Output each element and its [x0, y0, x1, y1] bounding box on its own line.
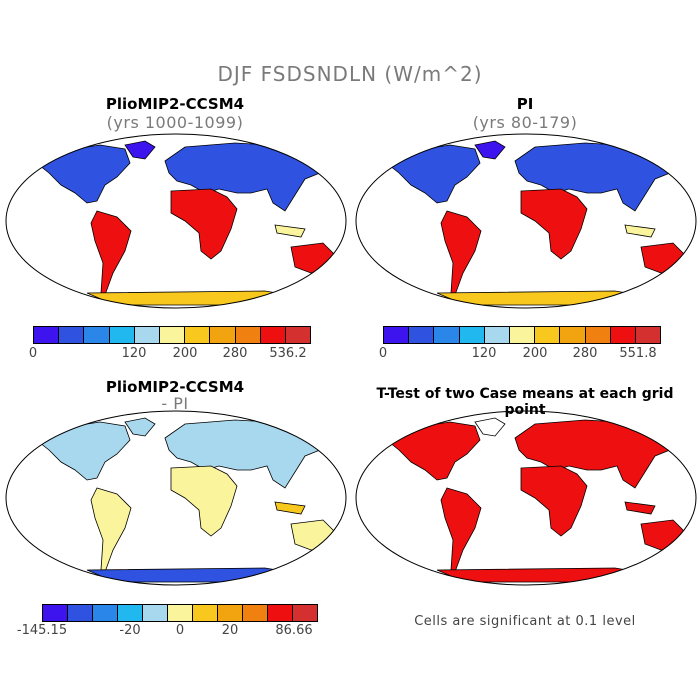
map2-australia: [640, 242, 686, 274]
cbar3-tick-4: 86.66: [275, 623, 313, 638]
cbar3-swatch-6: [193, 605, 218, 621]
map4-greenland: [474, 417, 506, 437]
panel1-subtitle: (yrs 1000-1099): [106, 113, 244, 132]
cbar1-swatch-7: [210, 327, 236, 343]
cbar3-tick-3: 20: [221, 623, 239, 638]
cbar2-swatch-2: [434, 327, 460, 343]
map1-greenland: [124, 140, 156, 160]
cbar2-swatch-8: [585, 327, 611, 343]
colorbar-pliomip2-ticks: 0 120 200 280 536.2: [29, 346, 311, 362]
map2-indonesia: [624, 224, 656, 238]
cbar3-swatch-3: [118, 605, 143, 621]
map1-namerica: [34, 144, 131, 204]
cbar1-tick-3: 280: [222, 346, 248, 361]
map1-indonesia: [274, 224, 306, 238]
colorbar-pi-ticks: 0 120 200 280 551.8: [379, 346, 661, 362]
panel2-title: PI: [516, 95, 534, 113]
cbar1-tick-1: 120: [121, 346, 147, 361]
panel3-subtitle: - PI: [161, 394, 189, 413]
cbar3-swatch-7: [218, 605, 243, 621]
map-difference: [5, 410, 347, 586]
cbar2-swatch-10: [635, 327, 661, 343]
cbar2-tick-3: 280: [572, 346, 598, 361]
cbar1-swatch-2: [84, 327, 110, 343]
panel1-title: PlioMIP2-CCSM4: [105, 95, 245, 113]
cbar3-swatch-8: [243, 605, 268, 621]
map-ttest: [355, 410, 697, 586]
cbar1-tick-0: 0: [28, 346, 38, 361]
panel3-title: PlioMIP2-CCSM4: [105, 378, 245, 396]
map4-samerica: [440, 487, 482, 573]
colorbar-difference: [42, 604, 318, 622]
map3-indonesia: [274, 501, 306, 515]
cbar2-tick-2: 200: [522, 346, 548, 361]
map3-greenland: [124, 417, 156, 437]
cbar2-swatch-3: [459, 327, 485, 343]
map1-samerica: [90, 210, 132, 296]
map2-namerica: [384, 144, 481, 204]
cbar3-swatch-4: [143, 605, 168, 621]
map2-outline: [355, 133, 697, 309]
cbar3-swatch-1: [68, 605, 93, 621]
cbar3-tick-2: 0: [175, 623, 185, 638]
cbar1-swatch-3: [109, 327, 135, 343]
cbar3-tick-1: -20: [119, 623, 141, 638]
cbar2-swatch-7: [560, 327, 586, 343]
map2-africa: [520, 188, 588, 260]
map4-australia: [640, 519, 686, 551]
colorbar-difference-ticks: -145.15 -20 0 20 86.66: [17, 623, 318, 639]
cbar2-tick-0: 0: [378, 346, 388, 361]
cbar2-swatch-4: [484, 327, 510, 343]
map3-australia: [290, 519, 336, 551]
significance-note: Cells are significant at 0.1 level: [414, 614, 636, 629]
map1-australia: [290, 242, 336, 274]
cbar2-swatch-5: [509, 327, 536, 343]
colorbar-pliomip2: [33, 326, 311, 344]
map3-samerica: [90, 487, 132, 573]
colorbar-pi: [383, 326, 661, 344]
map3-namerica: [34, 421, 131, 481]
cbar2-tick-1: 120: [471, 346, 497, 361]
map3-outline: [5, 410, 347, 586]
map2-samerica: [440, 210, 482, 296]
cbar2-swatch-0: [384, 327, 410, 343]
map4-africa: [520, 465, 588, 537]
figure-title: DJF FSDSNDLN (W/m^2): [217, 62, 483, 86]
cbar1-swatch-10: [285, 327, 311, 343]
cbar2-swatch-1: [409, 327, 435, 343]
map-pi: [355, 133, 697, 309]
cbar1-swatch-5: [159, 327, 186, 343]
map2-greenland: [474, 140, 506, 160]
cbar1-tick-4: 536.2: [269, 346, 307, 361]
cbar3-swatch-5: [168, 605, 193, 621]
cbar1-swatch-6: [185, 327, 211, 343]
map3-africa: [170, 465, 238, 537]
cbar1-swatch-9: [260, 327, 286, 343]
cbar3-swatch-0: [43, 605, 68, 621]
map4-outline: [355, 410, 697, 586]
cbar1-swatch-4: [134, 327, 160, 343]
cbar1-swatch-1: [59, 327, 85, 343]
cbar3-swatch-2: [93, 605, 118, 621]
map4-namerica: [384, 421, 481, 481]
cbar1-tick-2: 200: [172, 346, 198, 361]
map1-africa: [170, 188, 238, 260]
map-pliomip2: [5, 133, 347, 309]
cbar1-swatch-0: [34, 327, 60, 343]
cbar2-swatch-9: [610, 327, 636, 343]
map4-indonesia: [624, 501, 656, 515]
cbar3-swatch-10: [293, 605, 317, 621]
panel4-title: T-Test of two Case means at each grid po…: [376, 386, 674, 418]
cbar3-swatch-9: [268, 605, 293, 621]
map1-outline: [5, 133, 347, 309]
cbar1-swatch-8: [235, 327, 261, 343]
cbar3-tick-0: -145.15: [16, 623, 68, 638]
panel2-subtitle: (yrs 80-179): [472, 113, 578, 132]
cbar2-tick-4: 551.8: [619, 346, 657, 361]
cbar2-swatch-6: [535, 327, 561, 343]
